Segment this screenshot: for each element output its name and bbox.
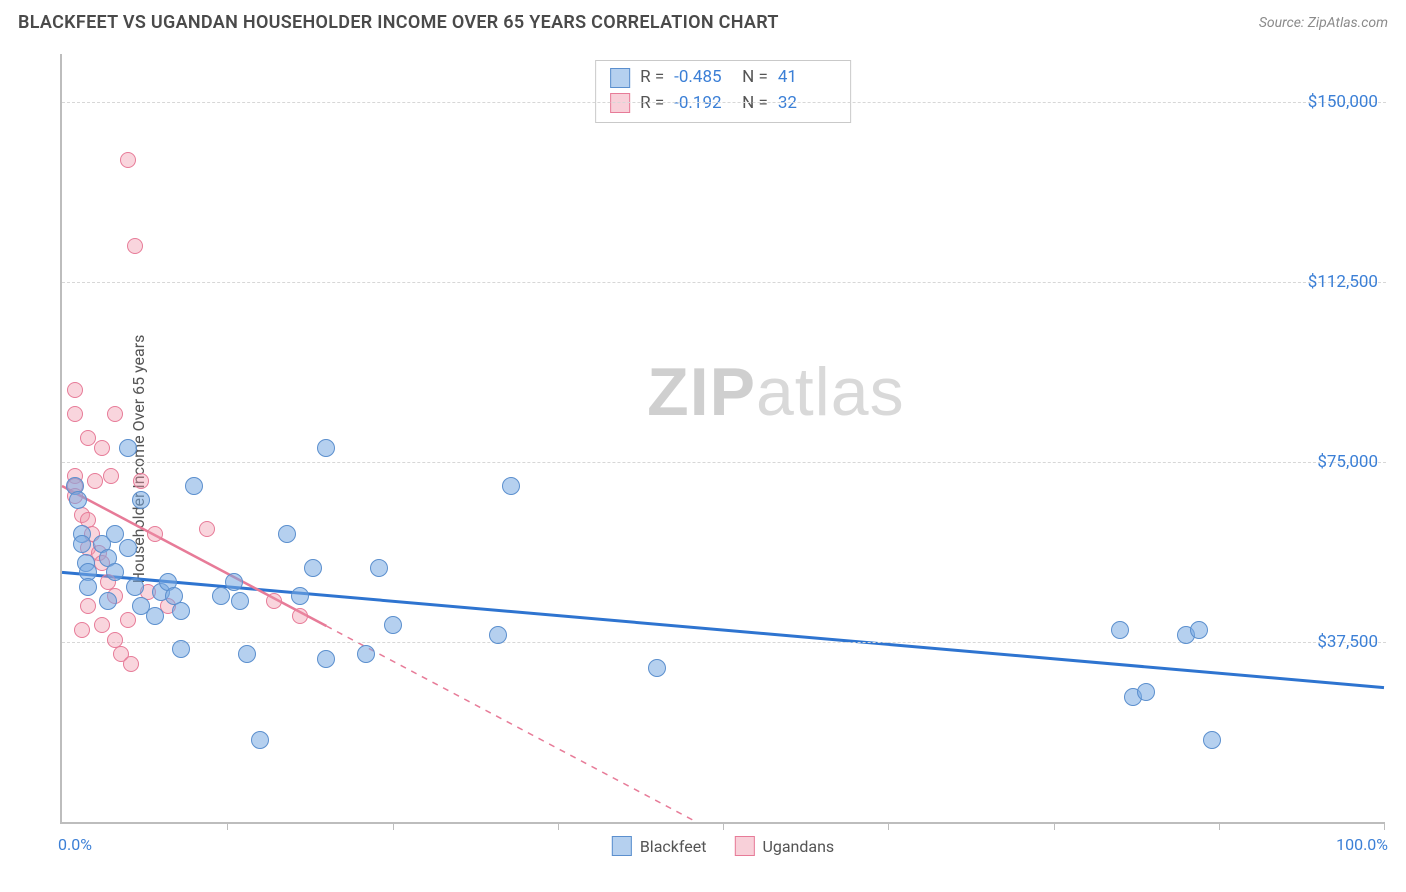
- gridline: [62, 462, 1386, 463]
- data-point: [1111, 621, 1129, 639]
- x-tick: [723, 822, 724, 830]
- data-point: [357, 645, 375, 663]
- data-point: [67, 382, 83, 398]
- chart-title: BLACKFEET VS UGANDAN HOUSEHOLDER INCOME …: [18, 12, 779, 33]
- stat-n-label: N =: [742, 65, 768, 91]
- data-point: [132, 491, 150, 509]
- swatch-ugandans: [610, 93, 630, 113]
- data-point: [266, 593, 282, 609]
- data-point: [251, 731, 269, 749]
- data-point: [304, 559, 322, 577]
- data-point: [123, 656, 139, 672]
- x-tick: [1219, 822, 1220, 830]
- data-point: [80, 598, 96, 614]
- data-point: [106, 525, 124, 543]
- chart-area: Householder Income Over 65 years ZIPatla…: [14, 48, 1392, 870]
- chart-source: Source: ZipAtlas.com: [1259, 15, 1388, 31]
- data-point: [79, 578, 97, 596]
- swatch-blackfeet: [612, 836, 632, 856]
- series-legend: Blackfeet Ugandans: [612, 836, 834, 856]
- data-point: [185, 477, 203, 495]
- data-point: [238, 645, 256, 663]
- data-point: [94, 617, 110, 633]
- data-point: [67, 406, 83, 422]
- data-point: [119, 539, 137, 557]
- data-point: [120, 152, 136, 168]
- stat-r-label: R =: [640, 91, 664, 117]
- data-point: [502, 477, 520, 495]
- y-tick-label: $75,000: [1317, 452, 1378, 472]
- stat-n-label: N =: [742, 91, 768, 117]
- stat-n-value: 32: [778, 91, 836, 117]
- y-tick-label: $112,500: [1308, 272, 1378, 292]
- data-point: [133, 473, 149, 489]
- x-tick: [227, 822, 228, 830]
- data-point: [103, 468, 119, 484]
- stats-row-blackfeet: R = -0.485 N = 41: [610, 65, 836, 91]
- data-point: [147, 526, 163, 542]
- data-point: [119, 439, 137, 457]
- legend-item-ugandans: Ugandans: [734, 836, 834, 856]
- stat-r-value: -0.192: [674, 91, 732, 117]
- watermark: ZIPatlas: [647, 353, 904, 431]
- data-point: [648, 659, 666, 677]
- gridline: [62, 102, 1386, 103]
- data-point: [120, 612, 136, 628]
- stats-legend-box: R = -0.485 N = 41 R = -0.192 N = 32: [595, 60, 851, 123]
- x-tick: [1054, 822, 1055, 830]
- legend-label: Ugandans: [762, 837, 834, 856]
- data-point: [127, 238, 143, 254]
- data-point: [69, 491, 87, 509]
- trendlines-svg: [62, 54, 1384, 822]
- data-point: [74, 622, 90, 638]
- scatter-plot: ZIPatlas R = -0.485 N = 41 R = -0.192 N …: [60, 54, 1384, 824]
- data-point: [199, 521, 215, 537]
- data-point: [489, 626, 507, 644]
- data-point: [278, 525, 296, 543]
- data-point: [1190, 621, 1208, 639]
- swatch-ugandans: [734, 836, 754, 856]
- data-point: [317, 650, 335, 668]
- legend-label: Blackfeet: [640, 837, 707, 856]
- stat-r-label: R =: [640, 65, 664, 91]
- y-tick-label: $37,500: [1317, 632, 1378, 652]
- data-point: [94, 440, 110, 456]
- data-point: [212, 587, 230, 605]
- chart-header: BLACKFEET VS UGANDAN HOUSEHOLDER INCOME …: [0, 0, 1406, 41]
- data-point: [231, 592, 249, 610]
- watermark-atlas: atlas: [756, 354, 905, 430]
- x-tick: [888, 822, 889, 830]
- x-tick: [1384, 822, 1385, 830]
- x-axis-max-label: 100.0%: [1336, 835, 1388, 854]
- x-axis-min-label: 0.0%: [58, 835, 92, 854]
- legend-item-blackfeet: Blackfeet: [612, 836, 707, 856]
- data-point: [99, 592, 117, 610]
- gridline: [62, 282, 1386, 283]
- swatch-blackfeet: [610, 68, 630, 88]
- data-point: [73, 535, 91, 553]
- data-point: [317, 439, 335, 457]
- stat-r-value: -0.485: [674, 65, 732, 91]
- data-point: [1203, 731, 1221, 749]
- data-point: [126, 578, 144, 596]
- data-point: [87, 473, 103, 489]
- x-tick: [393, 822, 394, 830]
- stats-row-ugandans: R = -0.192 N = 32: [610, 91, 836, 117]
- data-point: [225, 573, 243, 591]
- data-point: [1137, 683, 1155, 701]
- data-point: [172, 640, 190, 658]
- data-point: [146, 607, 164, 625]
- data-point: [172, 602, 190, 620]
- data-point: [291, 587, 309, 605]
- data-point: [370, 559, 388, 577]
- x-tick: [558, 822, 559, 830]
- data-point: [107, 406, 123, 422]
- stat-n-value: 41: [778, 65, 836, 91]
- data-point: [384, 616, 402, 634]
- data-point: [106, 563, 124, 581]
- data-point: [292, 608, 308, 624]
- watermark-zip: ZIP: [647, 354, 756, 430]
- y-tick-label: $150,000: [1308, 92, 1378, 112]
